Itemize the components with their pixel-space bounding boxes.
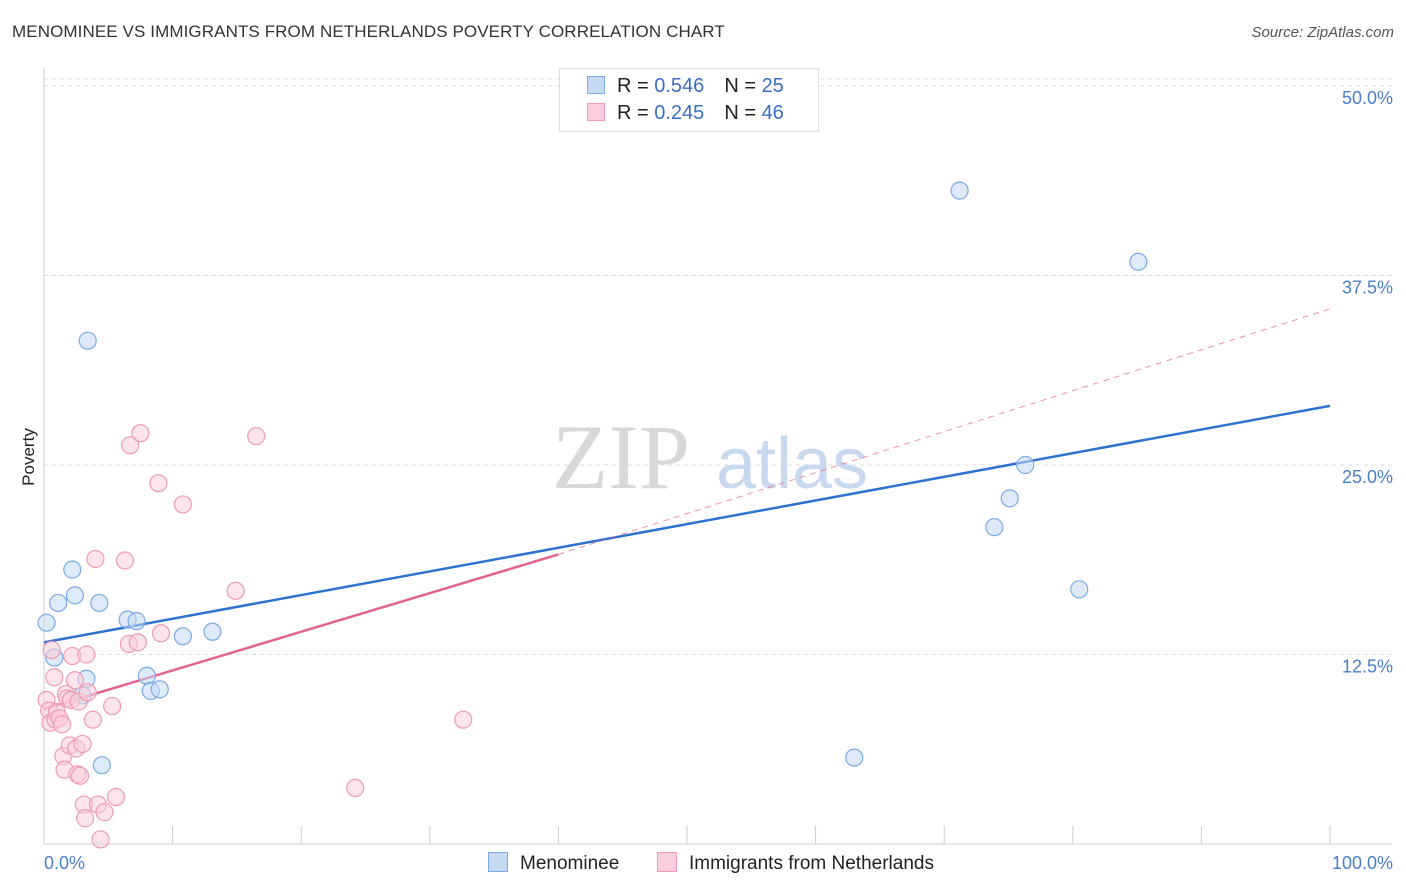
trend-lines: [43, 308, 1331, 711]
watermark: ZIP atlas: [552, 406, 868, 508]
legend-n-value: 46: [761, 102, 784, 124]
point-netherlands: [86, 549, 105, 569]
point-netherlands: [106, 787, 126, 807]
point-menominee: [78, 331, 97, 350]
point-menominee: [1129, 252, 1148, 271]
legend-n-label: N =: [724, 102, 762, 124]
gridlines: [44, 78, 1392, 655]
x-tick-label: 0.0%: [44, 853, 85, 873]
point-netherlands: [73, 734, 92, 754]
y-tick-label: 37.5%: [1342, 278, 1393, 298]
point-netherlands: [70, 766, 90, 785]
point-menominee: [1000, 489, 1019, 508]
stats-legend: R = 0.546 N = 25 R = 0.245 N = 46: [559, 68, 819, 132]
point-menominee: [1016, 455, 1035, 475]
point-netherlands: [121, 436, 140, 455]
trend-extension-netherlands: [558, 308, 1331, 555]
point-menominee: [950, 181, 969, 200]
point-netherlands: [149, 474, 168, 493]
point-netherlands: [42, 640, 61, 660]
point-netherlands: [454, 710, 473, 729]
legend-r-value: 0.546: [654, 75, 705, 97]
y-axis-title: Poverty: [19, 428, 38, 486]
point-menominee: [1070, 580, 1089, 599]
point-menominee: [845, 748, 864, 767]
series-swatch-menominee: [488, 852, 508, 872]
legend-n-value: 25: [761, 75, 784, 97]
point-menominee: [137, 666, 156, 685]
x-tick-label: 100.0%: [1332, 853, 1393, 873]
legend-swatch-netherlands: [587, 103, 605, 121]
point-netherlands: [103, 696, 122, 716]
trend-line-menominee: [43, 404, 1331, 644]
point-netherlands: [78, 683, 97, 702]
point-menominee: [203, 622, 222, 641]
legend-row-netherlands: R = 0.245 N = 46: [587, 102, 784, 126]
point-menominee: [173, 627, 192, 646]
source-credit: Source: ZipAtlas.com: [1251, 24, 1394, 41]
point-netherlands: [131, 424, 150, 443]
point-netherlands: [115, 551, 135, 570]
point-netherlands: [346, 778, 365, 798]
series-name-menominee: Menominee: [520, 853, 620, 874]
legend-row-menominee: R = 0.546 N = 25: [587, 75, 784, 99]
point-netherlands: [91, 830, 110, 849]
y-tick-label: 12.5%: [1342, 657, 1393, 677]
legend-r-label: R =: [617, 102, 655, 124]
series-legend-menominee: Menominee: [488, 852, 619, 875]
point-menominee: [49, 593, 68, 613]
y-tick-label: 25.0%: [1342, 467, 1393, 487]
point-menominee: [150, 680, 169, 699]
point-netherlands: [76, 809, 95, 828]
point-netherlands: [173, 495, 192, 514]
axis-labels: 12.5% 25.0% 37.5% 50.0% 0.0% 100.0%: [44, 88, 1393, 873]
point-netherlands: [128, 633, 147, 652]
legend-r-value: 0.245: [654, 102, 705, 124]
point-netherlands: [226, 581, 245, 600]
y-tick-label: 50.0%: [1342, 88, 1393, 108]
point-netherlands: [83, 710, 102, 729]
trend-line-netherlands: [43, 553, 559, 711]
series-swatch-netherlands: [657, 852, 677, 872]
point-netherlands: [77, 645, 96, 664]
point-menominee: [985, 518, 1004, 537]
point-menominee: [63, 560, 82, 579]
watermark-atlas: atlas: [716, 424, 868, 504]
legend-n-label: N =: [724, 75, 762, 97]
point-menominee: [37, 613, 56, 632]
point-netherlands: [45, 668, 64, 687]
chart-title: MENOMINEE VS IMMIGRANTS FROM NETHERLANDS…: [12, 22, 725, 41]
point-netherlands: [52, 715, 72, 734]
data-points: [37, 181, 1148, 849]
watermark-zip: ZIP: [552, 406, 690, 508]
point-netherlands: [247, 427, 266, 446]
point-menominee: [92, 756, 111, 775]
point-menominee: [90, 593, 109, 613]
point-menominee: [127, 612, 146, 631]
legend-swatch-menominee: [587, 76, 605, 94]
series-legend-netherlands: Immigrants from Netherlands: [657, 852, 934, 875]
series-name-netherlands: Immigrants from Netherlands: [689, 853, 934, 874]
point-netherlands: [65, 671, 84, 690]
legend-r-label: R =: [617, 75, 655, 97]
point-netherlands: [95, 803, 114, 822]
point-netherlands: [151, 624, 171, 643]
point-menominee: [65, 586, 84, 605]
